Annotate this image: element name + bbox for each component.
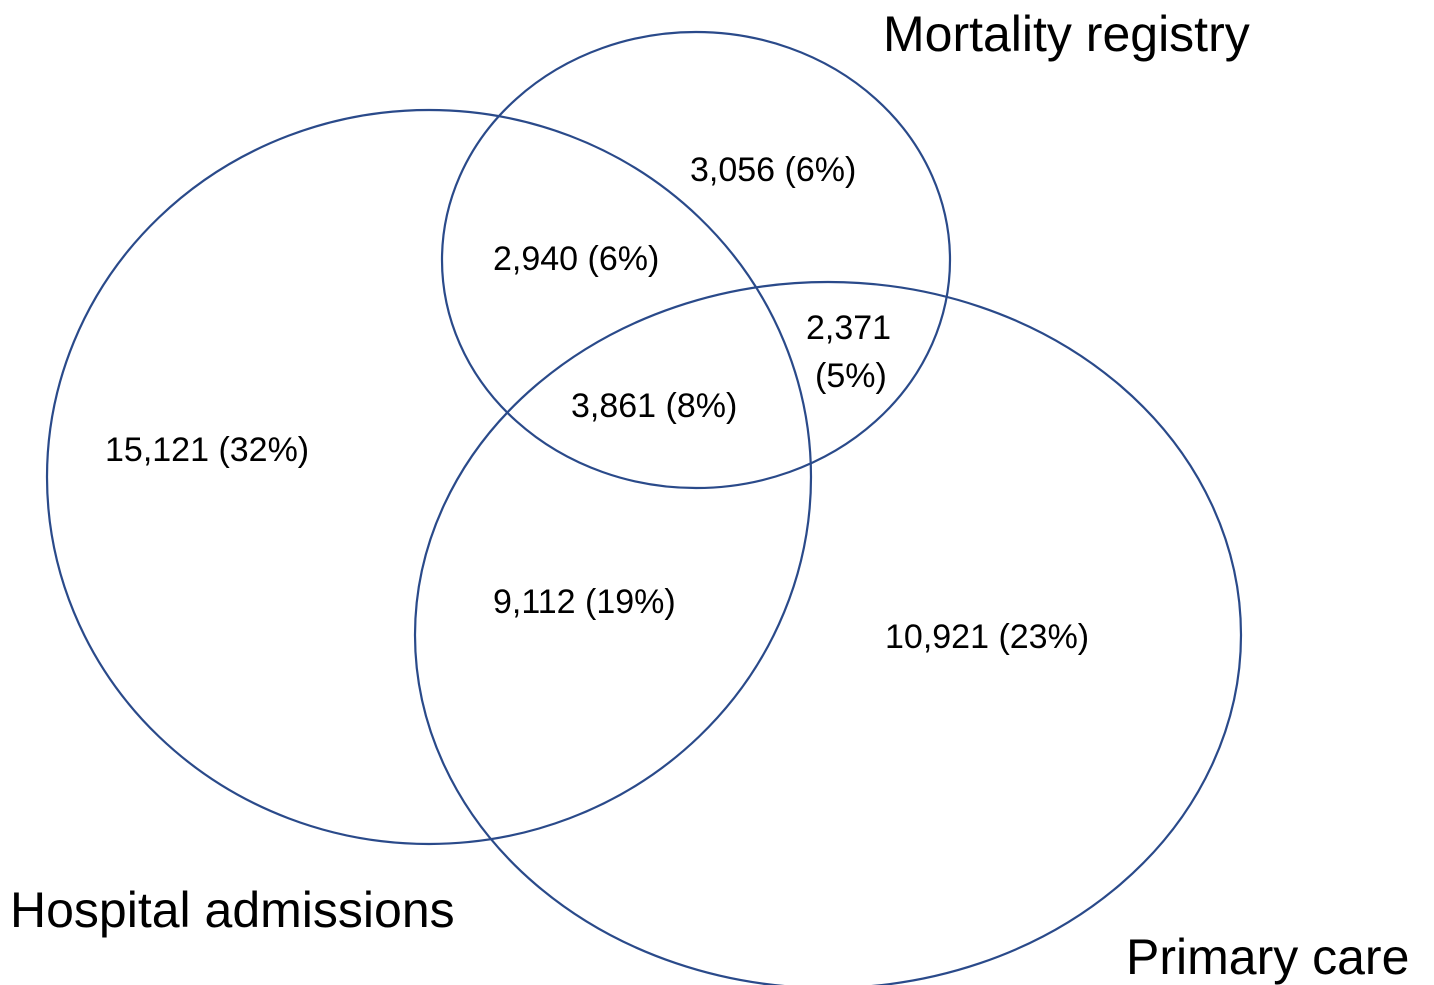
- region-hospital-only: 15,121 (32%): [105, 431, 309, 469]
- hospital-admissions-label: Hospital admissions: [10, 882, 455, 938]
- region-hospital-mortality: 2,940 (6%): [493, 240, 659, 278]
- region-all-three: 3,861 (8%): [571, 387, 737, 425]
- region-mortality-only: 3,056 (6%): [690, 151, 856, 189]
- region-mortality-primary-pct: (5%): [815, 357, 887, 395]
- mortality-registry-circle: [440, 30, 952, 490]
- primary-care-label: Primary care: [1126, 929, 1409, 985]
- mortality-registry-label: Mortality registry: [883, 6, 1250, 62]
- primary-care-circle: [414, 281, 1242, 985]
- region-mortality-primary-count: 2,371: [806, 309, 891, 347]
- region-primary-only: 10,921 (23%): [885, 618, 1089, 656]
- region-hospital-primary: 9,112 (19%): [493, 583, 676, 621]
- hospital-admissions-circle: [45, 108, 813, 846]
